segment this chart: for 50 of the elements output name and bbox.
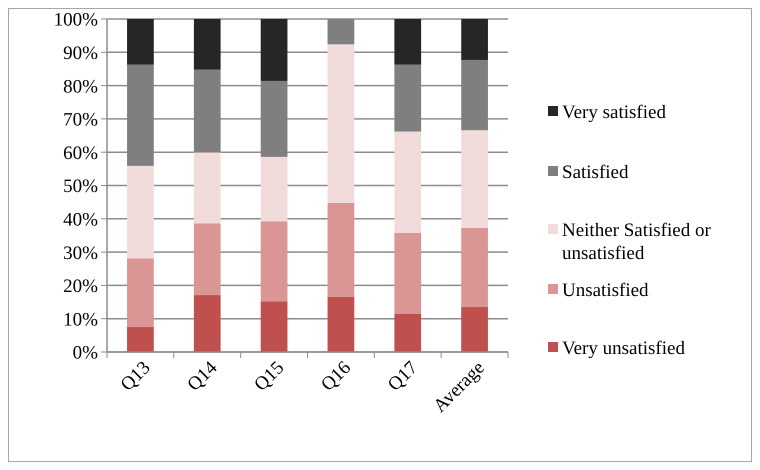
bar xyxy=(461,228,488,308)
bar xyxy=(328,202,354,297)
legend-label: Neither Satisfied or unsatisfied xyxy=(562,220,712,264)
legend-label: Satisfied xyxy=(562,162,629,183)
bar xyxy=(194,223,221,296)
bar xyxy=(328,296,354,352)
bar xyxy=(328,19,354,44)
bar xyxy=(461,19,488,60)
bar xyxy=(260,221,288,302)
bar xyxy=(260,80,288,157)
bar xyxy=(461,307,488,352)
x-tick-label: Q17 xyxy=(384,357,422,396)
x-tick-label: Q16 xyxy=(317,357,356,396)
bar xyxy=(127,19,154,65)
bar xyxy=(461,130,488,228)
y-tick-label: 100% xyxy=(54,10,98,31)
bar xyxy=(127,327,154,352)
x-tick-label: Q13 xyxy=(116,357,155,396)
y-tick-label: 80% xyxy=(63,76,98,98)
y-tick-label: 70% xyxy=(63,110,98,131)
legend-label: Very unsatisfied xyxy=(562,338,686,359)
bar xyxy=(260,156,288,222)
bar xyxy=(194,70,221,153)
bar xyxy=(394,19,422,65)
bar xyxy=(127,64,154,166)
bar xyxy=(394,314,422,352)
bar xyxy=(260,19,288,81)
y-tick-label: 90% xyxy=(63,42,98,64)
bar xyxy=(194,19,221,70)
legend-label: Very satisfied xyxy=(562,102,666,123)
bar xyxy=(127,258,154,328)
bar xyxy=(394,232,422,314)
bar xyxy=(127,166,154,258)
bar xyxy=(194,152,221,224)
bar xyxy=(328,44,354,203)
y-tick-label: 0% xyxy=(72,342,98,364)
y-tick-label: 50% xyxy=(63,176,98,198)
y-tick-label: 30% xyxy=(63,242,98,264)
bar xyxy=(260,301,288,352)
y-tick-label: 10% xyxy=(63,309,98,330)
legend-label: Unsatisfied xyxy=(562,280,650,301)
bar xyxy=(461,60,488,130)
bar xyxy=(194,295,221,352)
bar xyxy=(394,132,422,233)
y-tick-label: 40% xyxy=(63,209,98,230)
x-tick-label: Q14 xyxy=(183,357,222,396)
y-tick-label: 60% xyxy=(63,142,98,164)
x-tick-label: Q15 xyxy=(250,357,288,396)
y-tick-label: 20% xyxy=(63,276,98,298)
bar xyxy=(394,64,422,132)
